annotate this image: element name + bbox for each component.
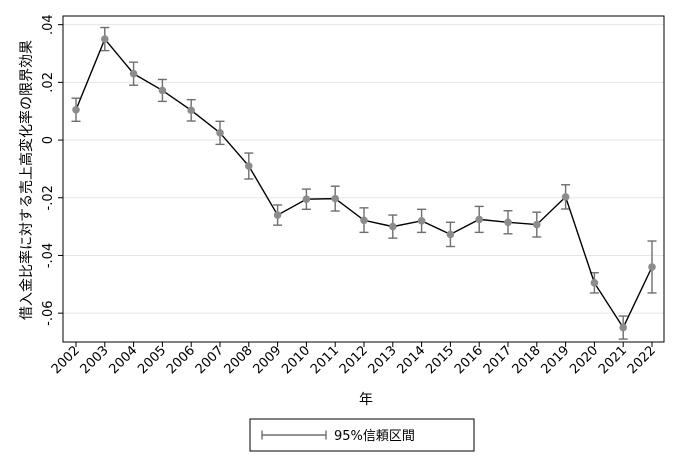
data-point	[619, 323, 628, 332]
y-axis-title: 借入金比率に対する売上高変化率の限界効果	[18, 40, 35, 320]
data-point	[187, 106, 195, 115]
data-point	[129, 69, 138, 78]
data-point	[475, 215, 484, 224]
data-point	[648, 263, 656, 271]
legend: 95%信頼区間	[249, 418, 475, 452]
data-point	[245, 162, 253, 170]
x-axis-title: 年	[359, 392, 373, 408]
legend-ci-symbol	[261, 430, 327, 440]
data-point	[158, 86, 167, 95]
data-point	[302, 195, 311, 203]
y-tick-label: .04	[41, 14, 56, 35]
data-point	[446, 230, 455, 239]
data-point	[360, 216, 368, 225]
legend-label: 95%信頼区間	[334, 429, 415, 444]
data-point	[504, 218, 512, 227]
y-tick-label: -.04	[41, 243, 56, 268]
data-point	[273, 211, 282, 219]
data-point	[72, 105, 80, 114]
data-point	[216, 129, 224, 137]
axis-layer	[58, 15, 665, 347]
data-point	[389, 222, 397, 231]
y-tick-label: -.06	[41, 300, 56, 325]
data-point	[590, 279, 599, 287]
data-point	[561, 193, 570, 201]
y-tick-label: 0	[41, 136, 56, 144]
data-point	[533, 220, 541, 229]
data-point	[101, 35, 109, 43]
y-tick-label: .02	[41, 72, 56, 93]
grid-layer	[63, 24, 664, 314]
data-point	[331, 194, 340, 203]
y-tick-label: -.02	[41, 185, 56, 210]
data-point	[417, 217, 426, 225]
marker-layer	[72, 35, 656, 332]
